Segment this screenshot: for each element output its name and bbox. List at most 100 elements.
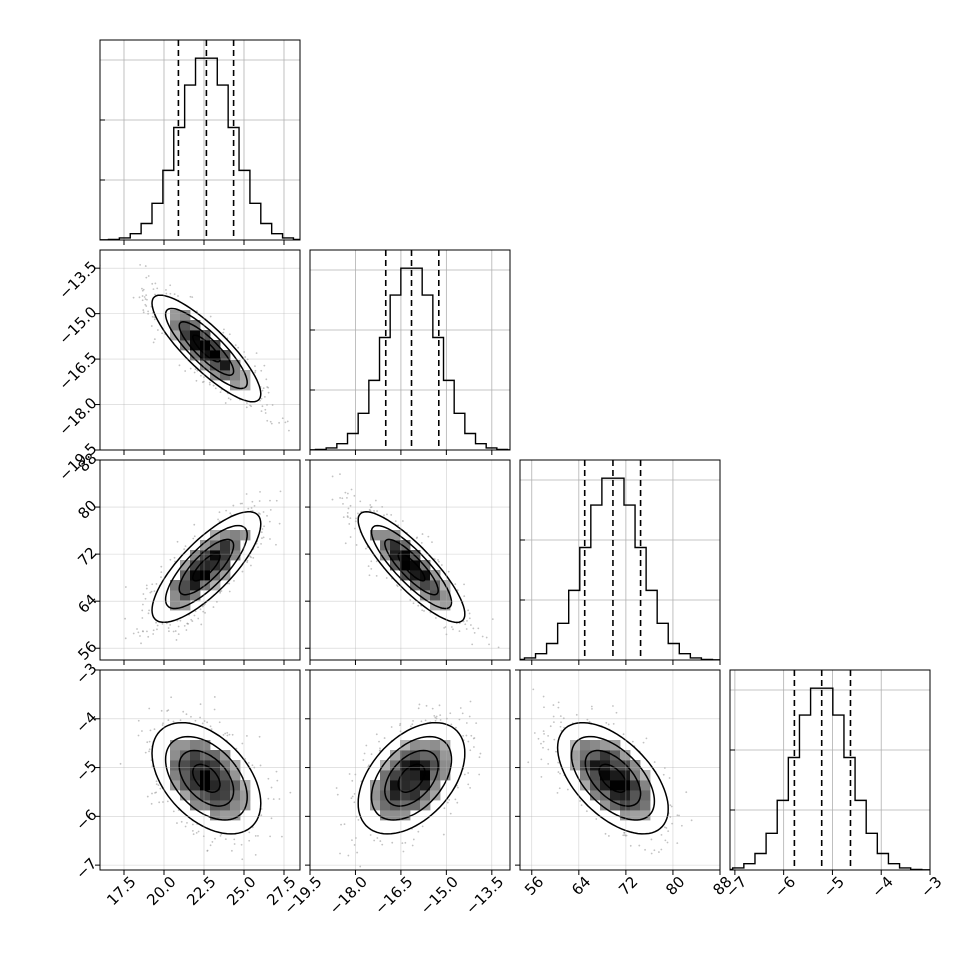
- scatter-point: [664, 839, 667, 842]
- scatter-point: [263, 525, 265, 528]
- scatter-point: [575, 713, 578, 716]
- scatter-point: [660, 833, 663, 836]
- scatter-point: [167, 709, 170, 711]
- density-cell: [630, 760, 641, 771]
- scatter-point: [195, 832, 198, 834]
- scatter-point: [353, 801, 356, 804]
- scatter-point: [660, 848, 663, 851]
- scatter-point: [586, 718, 589, 721]
- density-cell: [600, 750, 611, 761]
- scatter-point: [378, 740, 380, 743]
- scatter-point: [261, 405, 264, 408]
- density-cell: [210, 360, 221, 371]
- scatter-point: [478, 773, 481, 776]
- density-cell: [590, 760, 601, 771]
- density-cell: [380, 810, 391, 821]
- scatter-point: [234, 344, 237, 346]
- scatter-point: [497, 646, 500, 649]
- scatter-point: [353, 844, 356, 846]
- scatter-point: [144, 298, 147, 300]
- histogram-grid-1: [309, 250, 510, 450]
- scatter-point: [254, 835, 257, 837]
- density-cell: [610, 750, 621, 761]
- scatter-point: [557, 771, 560, 773]
- density-cell: [390, 790, 401, 801]
- scatter-point: [349, 504, 352, 507]
- scatter-point: [261, 528, 264, 530]
- scatter-point: [347, 507, 350, 510]
- scatter-point: [262, 536, 265, 539]
- density-cell: [210, 370, 221, 381]
- scatter-point: [442, 833, 445, 836]
- scatter-point: [357, 819, 360, 821]
- contour-2-1-2: [370, 524, 453, 610]
- density-cell: [190, 570, 201, 581]
- scatter-point: [148, 748, 151, 751]
- density-cell: [590, 790, 601, 801]
- scatter-point: [353, 494, 356, 497]
- scatter-point: [132, 296, 135, 299]
- ytick-label-1-2: −16.5: [55, 348, 100, 393]
- contours-3-0: [151, 721, 262, 835]
- contour-2-1-0: [397, 552, 426, 582]
- density-cell: [430, 570, 441, 581]
- histogram-3: [730, 687, 930, 870]
- density-cell: [210, 770, 221, 781]
- scatter-point: [368, 574, 371, 577]
- scatter-point: [250, 507, 253, 509]
- panel-3-3: [729, 669, 931, 875]
- density-cell: [440, 740, 451, 751]
- density-cell: [430, 790, 441, 801]
- density-cell: [610, 780, 621, 791]
- scatter-point: [680, 824, 683, 827]
- scatter-point: [469, 787, 472, 789]
- scatter-point: [607, 835, 610, 837]
- scatter-point: [174, 560, 176, 563]
- panel-grid-2-1: [310, 460, 510, 660]
- scatter-point: [141, 287, 143, 290]
- scatter-point: [209, 844, 212, 847]
- scatter-point: [454, 798, 457, 801]
- scatter-point: [272, 798, 275, 801]
- density-cell: [410, 800, 421, 811]
- scatter-point: [434, 617, 437, 619]
- scatter-point: [443, 626, 446, 629]
- density-cell: [210, 560, 221, 571]
- xtick-label-1-1: −18.0: [326, 873, 371, 918]
- density-cell: [420, 560, 431, 571]
- density-cell: [190, 550, 201, 561]
- scatter-point: [268, 520, 271, 523]
- scatter-point: [161, 622, 164, 625]
- scatter-point: [458, 630, 461, 633]
- density-cell: [390, 770, 401, 781]
- scatter-point: [350, 797, 353, 800]
- scatter-point: [356, 851, 359, 854]
- contour-3-1-3: [357, 721, 466, 835]
- scatter-point: [344, 491, 347, 494]
- density-cell: [180, 750, 191, 761]
- panel-3-0: [95, 669, 301, 875]
- scatter-point: [192, 833, 195, 836]
- scatter-point: [169, 284, 172, 287]
- scatter-point: [359, 500, 362, 503]
- density-cell: [580, 750, 591, 761]
- scatter-point: [154, 791, 156, 794]
- density-cell: [200, 330, 211, 341]
- density-cell: [180, 330, 191, 341]
- scatter-point: [160, 571, 163, 574]
- scatter-point: [195, 379, 198, 382]
- density-cell: [370, 800, 381, 811]
- density-cell: [610, 770, 621, 781]
- scatter-point: [339, 473, 341, 476]
- scatter-point: [153, 590, 156, 593]
- scatter-point: [289, 791, 292, 794]
- scatter-point: [179, 619, 182, 622]
- scatter-point: [172, 810, 175, 813]
- density-cell: [440, 600, 451, 611]
- density-cell: [220, 370, 231, 381]
- scatter-point: [175, 639, 178, 641]
- scatter-point: [348, 523, 351, 525]
- ytick-label-2-3: 80: [74, 496, 100, 522]
- scatter-point: [124, 586, 127, 588]
- scatter-point: [558, 787, 561, 790]
